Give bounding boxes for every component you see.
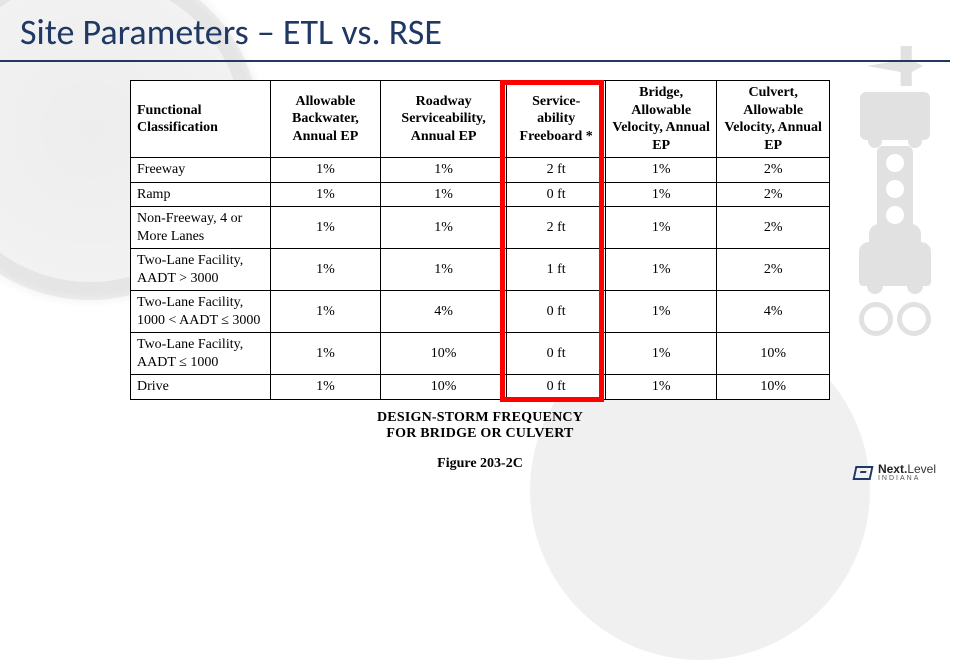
cell-fc: Two-Lane Facility, 1000 < AADT ≤ 3000 bbox=[131, 291, 271, 333]
cell-val: 1% bbox=[605, 182, 716, 207]
cell-val: 1% bbox=[380, 249, 507, 291]
table-row: Ramp 1% 1% 0 ft 1% 2% bbox=[131, 182, 830, 207]
cell-val: 4% bbox=[717, 291, 830, 333]
cell-val: 2 ft bbox=[507, 158, 606, 183]
cell-val: 1% bbox=[380, 158, 507, 183]
table-row: Two-Lane Facility, 1000 < AADT ≤ 3000 1%… bbox=[131, 291, 830, 333]
col-header-culvert-velocity: Culvert, Allowable Velocity, Annual EP bbox=[717, 81, 830, 158]
cell-val: 1% bbox=[605, 158, 716, 183]
col-header-roadway-serviceability: Roadway Serviceability, Annual EP bbox=[380, 81, 507, 158]
cell-val: 1 ft bbox=[507, 249, 606, 291]
table-row: Two-Lane Facility, AADT ≤ 1000 1% 10% 0 … bbox=[131, 333, 830, 375]
cell-val: 2% bbox=[717, 207, 830, 249]
caption-line-1: DESIGN-STORM FREQUENCY bbox=[0, 410, 960, 426]
table-row: Non-Freeway, 4 or More Lanes 1% 1% 2 ft … bbox=[131, 207, 830, 249]
cell-val: 1% bbox=[380, 207, 507, 249]
parameters-table: Functional Classification Allowable Back… bbox=[130, 80, 830, 400]
caption-line-2: FOR BRIDGE OR CULVERT bbox=[0, 426, 960, 442]
figure-number: Figure 203-2C bbox=[0, 456, 960, 472]
table-row: Two-Lane Facility, AADT > 3000 1% 1% 1 f… bbox=[131, 249, 830, 291]
cell-val: 2% bbox=[717, 249, 830, 291]
cell-val: 10% bbox=[380, 375, 507, 400]
cell-val: 1% bbox=[271, 182, 381, 207]
cell-val: 0 ft bbox=[507, 375, 606, 400]
cell-val: 1% bbox=[271, 158, 381, 183]
cell-val: 10% bbox=[717, 333, 830, 375]
cell-fc: Two-Lane Facility, AADT > 3000 bbox=[131, 249, 271, 291]
cell-val: 10% bbox=[717, 375, 830, 400]
cell-fc: Freeway bbox=[131, 158, 271, 183]
cell-val: 1% bbox=[271, 249, 381, 291]
cell-val: 0 ft bbox=[507, 333, 606, 375]
page-title: Site Parameters – ETL vs. RSE bbox=[0, 0, 960, 60]
figure-caption: DESIGN-STORM FREQUENCY FOR BRIDGE OR CUL… bbox=[0, 410, 960, 472]
cell-val: 2 ft bbox=[507, 207, 606, 249]
title-underline bbox=[0, 60, 950, 62]
cell-val: 1% bbox=[271, 375, 381, 400]
cell-val: 1% bbox=[605, 207, 716, 249]
cell-val: 10% bbox=[380, 333, 507, 375]
col-header-bridge-velocity: Bridge, Allowable Velocity, Annual EP bbox=[605, 81, 716, 158]
table-row: Freeway 1% 1% 2 ft 1% 2% bbox=[131, 158, 830, 183]
col-header-serviceability-freeboard: Service-ability Freeboard * bbox=[507, 81, 606, 158]
cell-val: 1% bbox=[271, 207, 381, 249]
cell-fc: Ramp bbox=[131, 182, 271, 207]
cell-val: 0 ft bbox=[507, 291, 606, 333]
cell-fc: Drive bbox=[131, 375, 271, 400]
cell-val: 1% bbox=[271, 333, 381, 375]
cell-val: 4% bbox=[380, 291, 507, 333]
table-header-row: Functional Classification Allowable Back… bbox=[131, 81, 830, 158]
cell-val: 1% bbox=[271, 291, 381, 333]
cell-val: 0 ft bbox=[507, 182, 606, 207]
cell-fc: Two-Lane Facility, AADT ≤ 1000 bbox=[131, 333, 271, 375]
col-header-backwater: Allowable Backwater, Annual EP bbox=[271, 81, 381, 158]
cell-val: 2% bbox=[717, 158, 830, 183]
cell-val: 1% bbox=[380, 182, 507, 207]
cell-val: 1% bbox=[605, 291, 716, 333]
next-level-indiana-logo: Next.Level INDIANA bbox=[854, 463, 936, 482]
col-header-functional-classification: Functional Classification bbox=[131, 81, 271, 158]
logo-mark-icon bbox=[852, 466, 873, 480]
logo-text: Next.Level INDIANA bbox=[878, 463, 936, 482]
cell-val: 2% bbox=[717, 182, 830, 207]
cell-val: 1% bbox=[605, 333, 716, 375]
table-row: Drive 1% 10% 0 ft 1% 10% bbox=[131, 375, 830, 400]
cell-val: 1% bbox=[605, 249, 716, 291]
cell-fc: Non-Freeway, 4 or More Lanes bbox=[131, 207, 271, 249]
cell-val: 1% bbox=[605, 375, 716, 400]
parameters-table-wrap: Functional Classification Allowable Back… bbox=[130, 80, 830, 400]
